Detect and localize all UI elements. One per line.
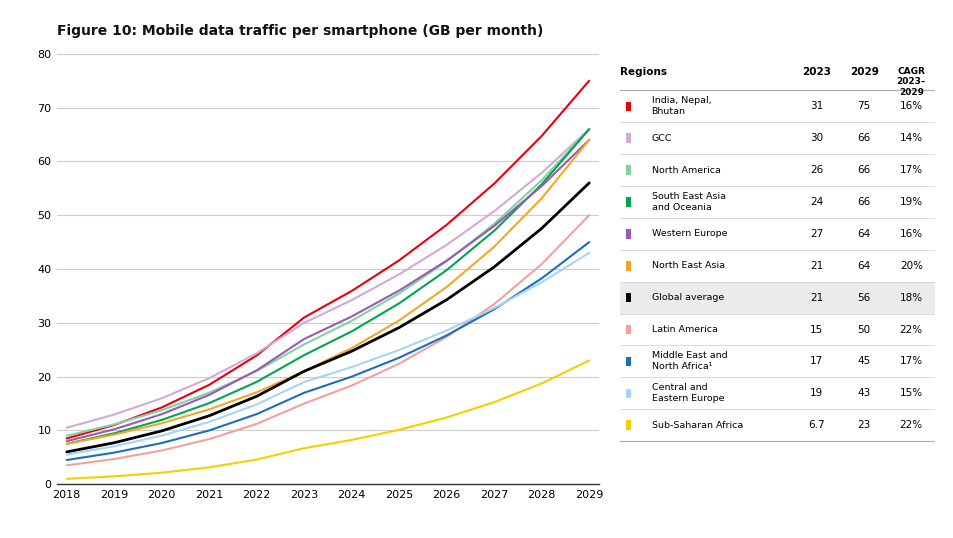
FancyBboxPatch shape [626, 388, 631, 398]
FancyBboxPatch shape [626, 229, 631, 239]
Text: 64: 64 [857, 261, 870, 271]
FancyBboxPatch shape [626, 102, 631, 111]
Text: 19: 19 [809, 388, 822, 398]
FancyBboxPatch shape [626, 133, 631, 143]
Text: 45: 45 [857, 357, 870, 366]
Text: 64: 64 [857, 229, 870, 239]
Text: 19%: 19% [899, 197, 922, 207]
Text: Sub-Saharan Africa: Sub-Saharan Africa [651, 421, 742, 430]
Text: Regions: Regions [619, 67, 666, 77]
Text: 21: 21 [809, 293, 822, 303]
FancyBboxPatch shape [626, 293, 631, 302]
FancyBboxPatch shape [626, 261, 631, 271]
Text: 20%: 20% [899, 261, 922, 271]
FancyBboxPatch shape [626, 197, 631, 207]
Text: 22%: 22% [899, 420, 922, 430]
Text: 2029: 2029 [849, 67, 878, 77]
FancyBboxPatch shape [626, 165, 631, 175]
Text: 15: 15 [809, 324, 822, 335]
FancyBboxPatch shape [626, 325, 631, 334]
Text: 24: 24 [809, 197, 822, 207]
Text: 26: 26 [809, 165, 822, 175]
Text: 31: 31 [809, 101, 822, 111]
Text: 50: 50 [857, 324, 870, 335]
Text: Central and
Eastern Europe: Central and Eastern Europe [651, 383, 723, 404]
Text: 43: 43 [857, 388, 870, 398]
Text: 23: 23 [857, 420, 870, 430]
Text: 66: 66 [857, 165, 870, 175]
Text: 27: 27 [809, 229, 822, 239]
Text: 22%: 22% [899, 324, 922, 335]
Text: 2023: 2023 [801, 67, 830, 77]
FancyBboxPatch shape [626, 421, 631, 430]
Text: 30: 30 [809, 133, 822, 143]
Text: 75: 75 [857, 101, 870, 111]
FancyBboxPatch shape [626, 357, 631, 366]
Text: 14%: 14% [899, 133, 922, 143]
Text: 6.7: 6.7 [808, 420, 824, 430]
Text: Western Europe: Western Europe [651, 229, 726, 238]
Text: Latin America: Latin America [651, 325, 717, 334]
Text: 18%: 18% [899, 293, 922, 303]
Text: 17: 17 [809, 357, 822, 366]
Text: India, Nepal,
Bhutan: India, Nepal, Bhutan [651, 96, 711, 116]
Text: North America: North America [651, 166, 720, 175]
Text: GCC: GCC [651, 134, 672, 143]
Text: Middle East and
North Africa¹: Middle East and North Africa¹ [651, 351, 726, 371]
Text: 17%: 17% [899, 357, 922, 366]
Text: CAGR
2023–
2029: CAGR 2023– 2029 [896, 67, 925, 96]
Text: 15%: 15% [899, 388, 922, 398]
Text: 66: 66 [857, 133, 870, 143]
Text: 16%: 16% [899, 101, 922, 111]
Text: 17%: 17% [899, 165, 922, 175]
Text: Global average: Global average [651, 293, 723, 302]
Text: South East Asia
and Oceania: South East Asia and Oceania [651, 192, 725, 212]
Text: 16%: 16% [899, 229, 922, 239]
Text: 21: 21 [809, 261, 822, 271]
FancyBboxPatch shape [619, 282, 934, 314]
Text: North East Asia: North East Asia [651, 261, 724, 270]
Text: Figure 10: Mobile data traffic per smartphone (GB per month): Figure 10: Mobile data traffic per smart… [57, 24, 543, 38]
Text: 56: 56 [857, 293, 870, 303]
Text: 66: 66 [857, 197, 870, 207]
